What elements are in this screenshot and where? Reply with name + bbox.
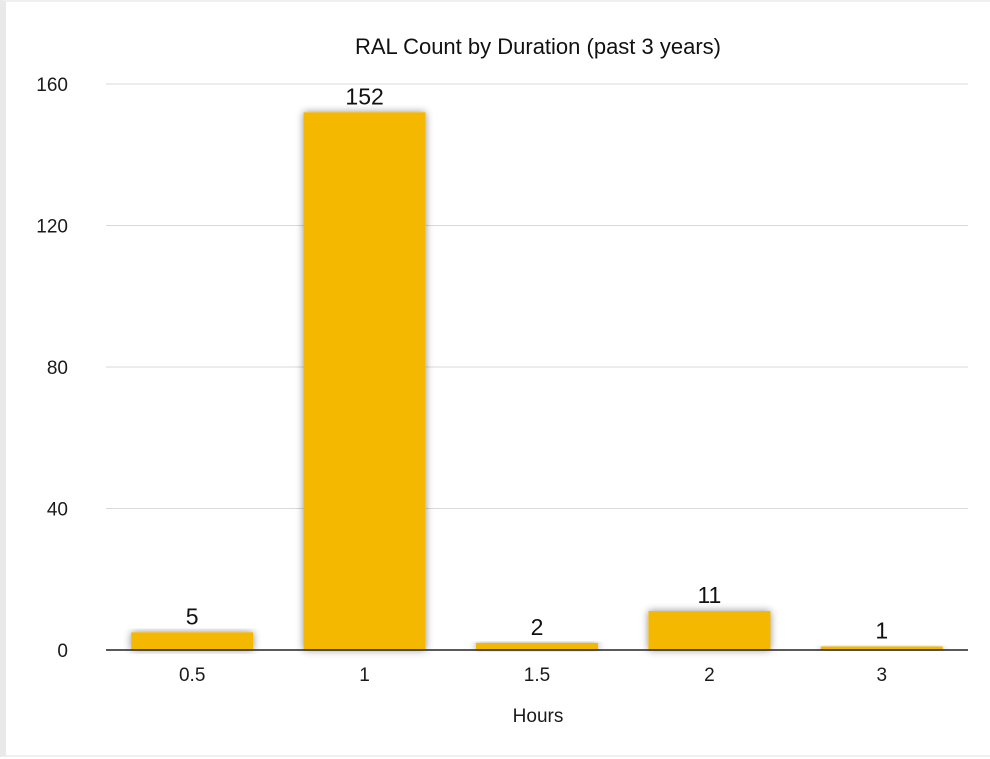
bar bbox=[648, 611, 771, 650]
bars bbox=[131, 112, 943, 651]
x-tick-label: 2 bbox=[704, 665, 715, 686]
x-tick-label: 3 bbox=[877, 665, 888, 686]
x-axis-title: Hours bbox=[513, 706, 564, 727]
data-label: 152 bbox=[345, 83, 383, 109]
y-tick-label: 160 bbox=[36, 75, 68, 96]
x-tick-label: 1.5 bbox=[524, 665, 550, 686]
data-label: 5 bbox=[186, 603, 199, 629]
bar bbox=[303, 112, 426, 651]
y-tick-label: 0 bbox=[57, 641, 68, 662]
chart-text: 0 40 80 120 160 5 0.5 152 1 2 1.5 11 2 1 3 bbox=[36, 75, 888, 686]
gridlines bbox=[106, 83, 968, 509]
bar bbox=[820, 646, 943, 650]
bar bbox=[131, 632, 254, 650]
x-tick-label: 1 bbox=[359, 665, 370, 686]
y-tick-label: 40 bbox=[47, 500, 68, 521]
data-label: 11 bbox=[697, 582, 721, 608]
bar-chart: 0 40 80 120 160 5 0.5 152 1 2 1.5 11 2 1 3 RAL Count b… bbox=[36, 34, 968, 727]
y-tick-label: 120 bbox=[36, 217, 68, 238]
y-tick-label: 80 bbox=[47, 358, 68, 379]
data-label: 1 bbox=[875, 617, 888, 643]
chart-title: RAL Count by Duration (past 3 years) bbox=[355, 34, 721, 59]
x-tick-label: 0.5 bbox=[179, 665, 205, 686]
bar bbox=[476, 642, 598, 650]
data-label: 2 bbox=[531, 614, 544, 640]
